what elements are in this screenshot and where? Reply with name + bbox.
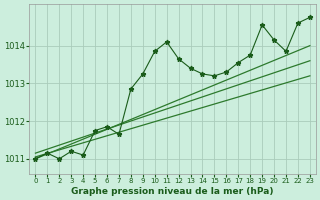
X-axis label: Graphe pression niveau de la mer (hPa): Graphe pression niveau de la mer (hPa) xyxy=(71,187,274,196)
